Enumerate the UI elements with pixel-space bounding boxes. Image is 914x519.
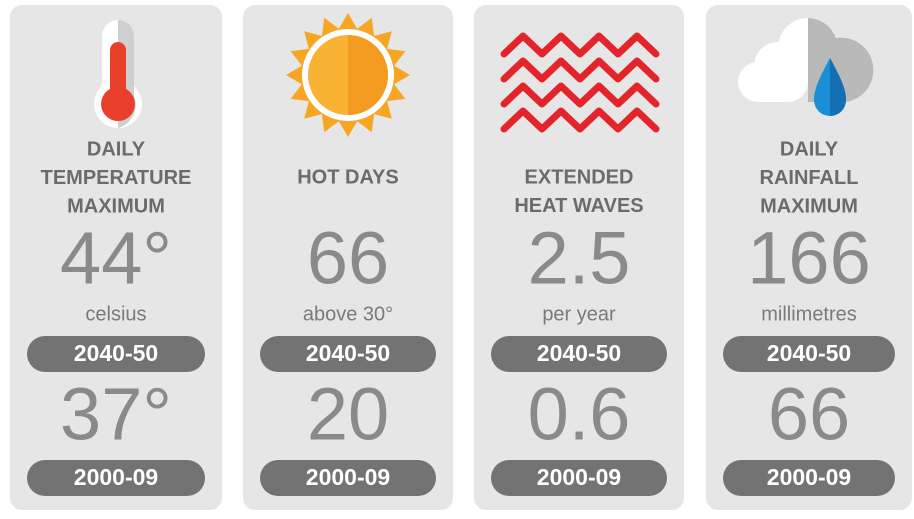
wave-line bbox=[500, 57, 660, 83]
period-pill bbox=[27, 460, 205, 496]
card-title: RAINFALL bbox=[760, 167, 859, 189]
period-pill bbox=[260, 460, 436, 496]
card-title: MAXIMUM bbox=[67, 195, 165, 217]
card bbox=[243, 5, 453, 510]
past-value: 20 bbox=[307, 373, 389, 456]
past-value: 37° bbox=[60, 373, 172, 456]
past-value: 66 bbox=[768, 373, 850, 456]
thermometer-icon bbox=[94, 20, 142, 128]
unit: celsius bbox=[85, 303, 146, 325]
unit: millimetres bbox=[761, 303, 857, 325]
period-pill bbox=[723, 336, 895, 372]
past-period: 2000-09 bbox=[537, 464, 621, 490]
card-content: DAILYTEMPERATUREMAXIMUM44°celsius2040-50… bbox=[27, 138, 895, 496]
future-value: 66 bbox=[307, 217, 389, 300]
future-period: 2040-50 bbox=[537, 340, 621, 366]
past-period: 2000-09 bbox=[74, 464, 158, 490]
past-value: 0.6 bbox=[528, 373, 631, 456]
future-value: 44° bbox=[60, 217, 172, 300]
card bbox=[706, 5, 912, 510]
period-pill bbox=[260, 336, 436, 372]
period-pill bbox=[491, 336, 667, 372]
future-period: 2040-50 bbox=[306, 340, 390, 366]
period-pill bbox=[27, 336, 205, 372]
period-pill bbox=[491, 460, 667, 496]
future-period: 2040-50 bbox=[74, 340, 158, 366]
wave-line bbox=[500, 32, 660, 58]
future-value: 2.5 bbox=[528, 217, 631, 300]
card bbox=[10, 5, 222, 510]
past-period: 2000-09 bbox=[306, 464, 390, 490]
sun-shade bbox=[348, 35, 388, 115]
card bbox=[474, 5, 684, 510]
wave-line bbox=[500, 107, 660, 133]
period-pill bbox=[723, 460, 895, 496]
sun-icon bbox=[286, 13, 410, 137]
rain-icon bbox=[738, 18, 874, 116]
card-title: TEMPERATURE bbox=[41, 167, 192, 189]
card-title: HOT DAYS bbox=[297, 166, 399, 188]
card-title: DAILY bbox=[780, 138, 839, 160]
past-period: 2000-09 bbox=[767, 464, 851, 490]
cards-background bbox=[10, 5, 912, 510]
card-title: DAILY bbox=[87, 138, 146, 160]
card-title: EXTENDED bbox=[525, 166, 634, 188]
icons bbox=[94, 13, 874, 137]
heat-waves-icon bbox=[500, 32, 660, 133]
card-title: MAXIMUM bbox=[760, 195, 858, 217]
future-value: 166 bbox=[747, 217, 870, 300]
unit: per year bbox=[542, 303, 616, 325]
wave-line bbox=[500, 82, 660, 108]
future-period: 2040-50 bbox=[767, 340, 851, 366]
card-title: HEAT WAVES bbox=[514, 195, 643, 217]
unit: above 30° bbox=[303, 303, 393, 325]
